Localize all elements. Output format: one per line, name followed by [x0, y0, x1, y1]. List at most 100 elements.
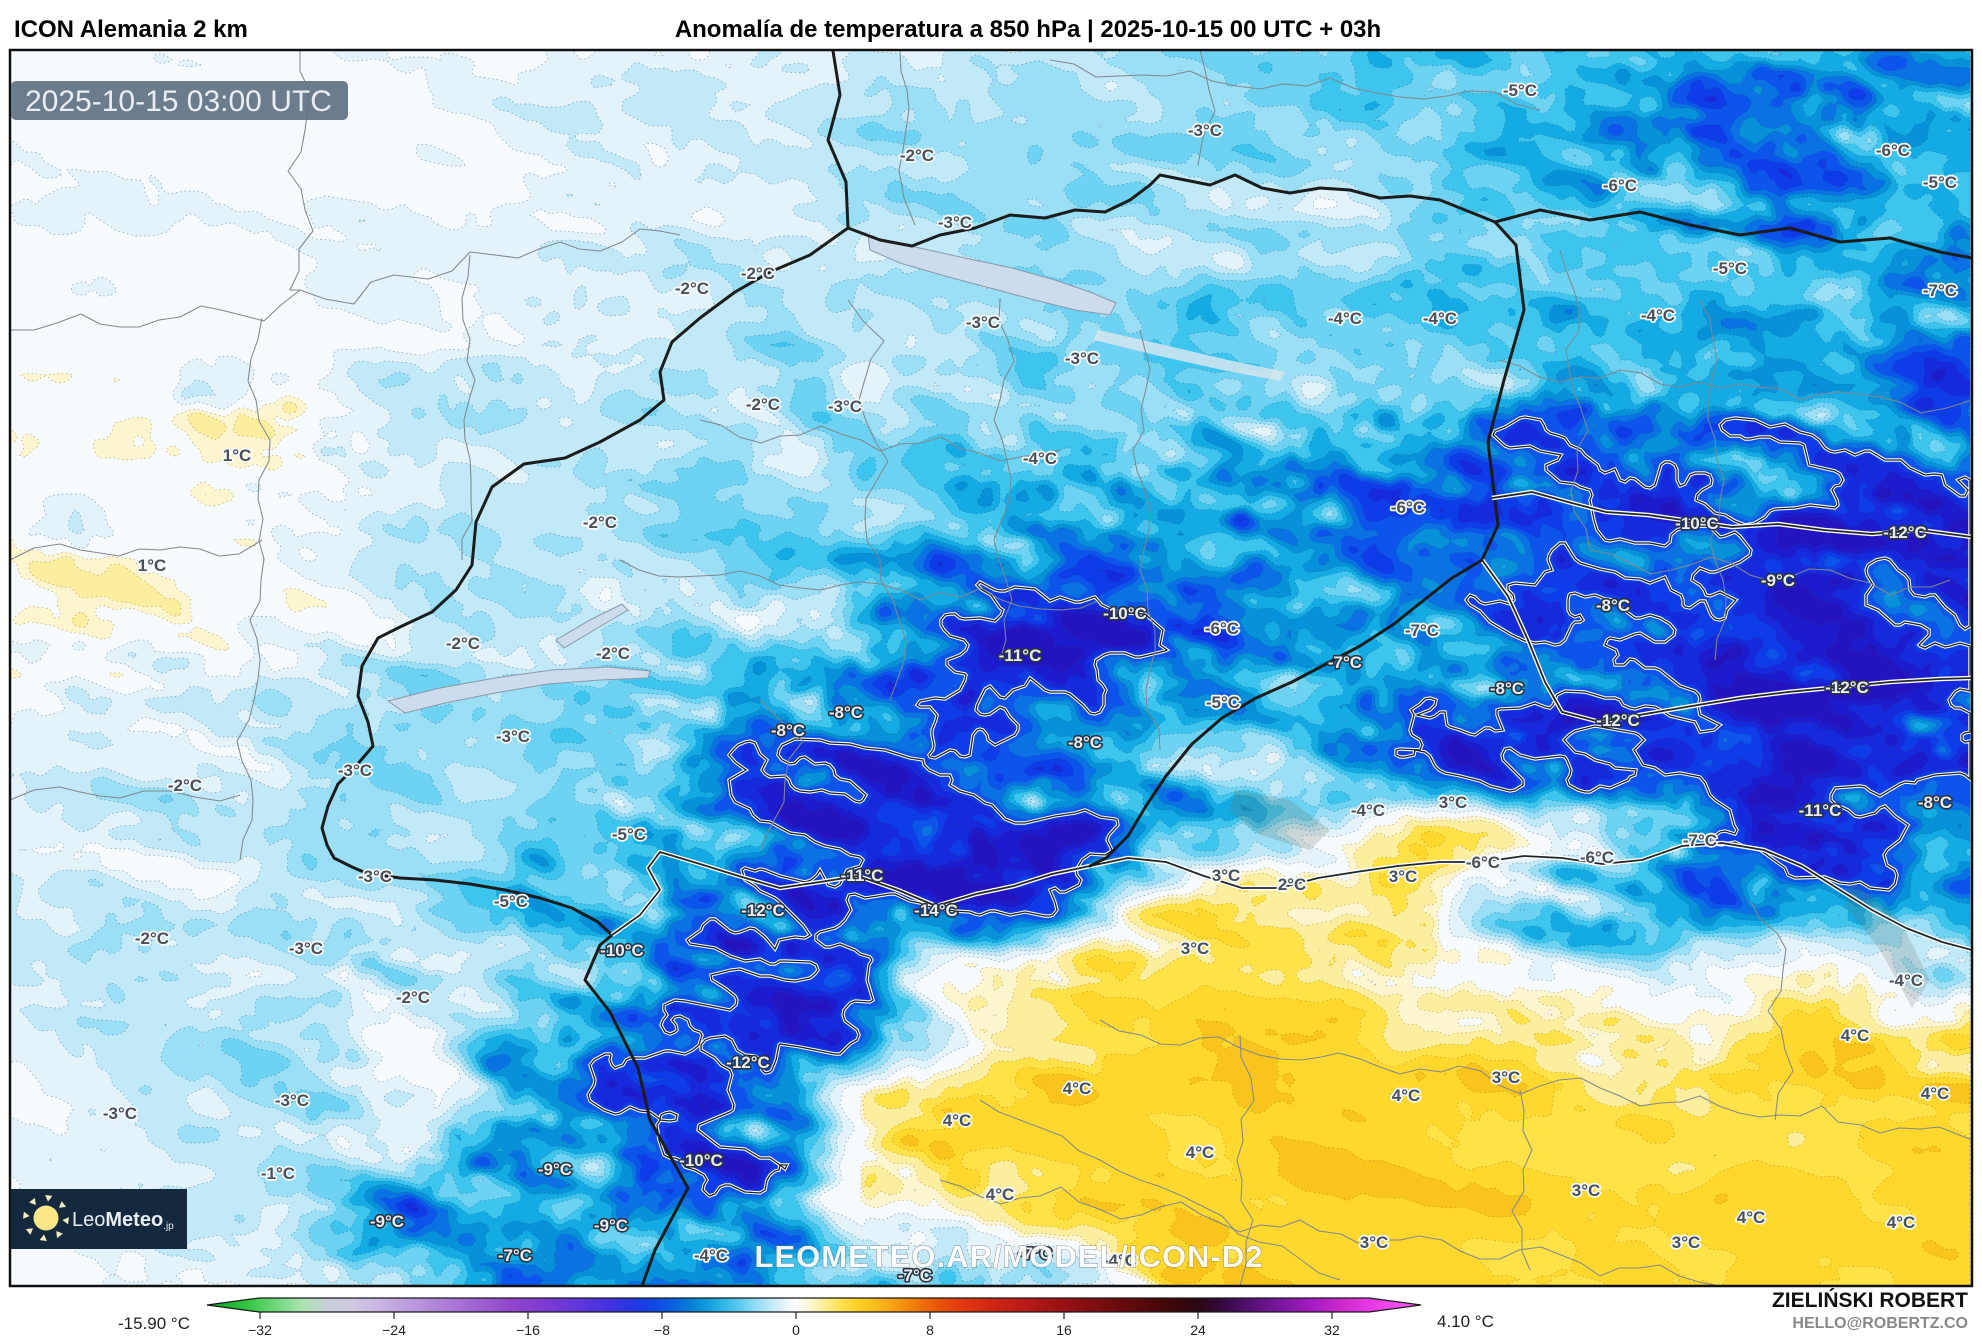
svg-text:-15.90 °C: -15.90 °C — [118, 1314, 190, 1333]
svg-text:4°C: 4°C — [1186, 1143, 1215, 1162]
svg-text:4°C: 4°C — [943, 1111, 972, 1130]
svg-text:-4°C: -4°C — [1328, 309, 1362, 328]
svg-text:-5°C: -5°C — [1923, 173, 1957, 192]
svg-text:-8°C: -8°C — [1596, 596, 1630, 615]
svg-text:3°C: 3°C — [1492, 1068, 1521, 1087]
svg-text:-3°C: -3°C — [289, 939, 323, 958]
svg-text:-2°C: -2°C — [741, 264, 775, 283]
svg-text:-7°C: -7°C — [498, 1246, 532, 1265]
svg-text:-3°C: -3°C — [338, 761, 372, 780]
svg-text:4°C: 4°C — [1737, 1208, 1766, 1227]
svg-text:-7°C: -7°C — [1683, 831, 1717, 850]
svg-text:24: 24 — [1190, 1322, 1206, 1338]
svg-text:-3°C: -3°C — [358, 867, 392, 886]
svg-text:-7°C: -7°C — [1018, 1244, 1052, 1263]
svg-text:-3°C: -3°C — [828, 397, 862, 416]
svg-text:-8°C: -8°C — [1490, 679, 1524, 698]
svg-text:4°C: 4°C — [1887, 1213, 1916, 1232]
svg-text:-2°C: -2°C — [396, 988, 430, 1007]
svg-text:-8°C: -8°C — [829, 703, 863, 722]
svg-text:-9°C: -9°C — [594, 1216, 628, 1235]
svg-text:-11°C: -11°C — [841, 866, 884, 885]
svg-text:-3°C: -3°C — [966, 313, 1000, 332]
svg-text:-9°C: -9°C — [1761, 571, 1795, 590]
svg-text:-5°C: -5°C — [1713, 259, 1747, 278]
svg-text:-11°C: -11°C — [999, 646, 1042, 665]
svg-text:-10°C: -10°C — [1675, 514, 1719, 533]
svg-text:-1°C: -1°C — [261, 1164, 295, 1183]
svg-text:-2°C: -2°C — [583, 513, 617, 532]
svg-text:-8°C: -8°C — [771, 721, 805, 740]
svg-text:-3°C: -3°C — [938, 213, 972, 232]
svg-text:-4°C: -4°C — [1423, 309, 1457, 328]
svg-text:-10°C: -10°C — [1103, 604, 1147, 623]
svg-text:-2°C: -2°C — [596, 644, 630, 663]
svg-text:-5°C: -5°C — [494, 892, 528, 911]
svg-text:HELLO@ROBERTZ.CO: HELLO@ROBERTZ.CO — [1792, 1315, 1968, 1332]
svg-text:−8: −8 — [654, 1322, 670, 1338]
svg-text:-10°C: -10°C — [600, 941, 644, 960]
svg-text:-4°C: -4°C — [1023, 449, 1057, 468]
svg-text:-7°C: -7°C — [898, 1266, 932, 1285]
svg-text:-11°C: -11°C — [1799, 801, 1842, 820]
svg-text:Anomalía de temperatura a 850: Anomalía de temperatura a 850 hPa | 2025… — [675, 16, 1381, 43]
svg-text:4°C: 4°C — [1841, 1026, 1870, 1045]
svg-text:-3°C: -3°C — [275, 1091, 309, 1110]
svg-text:-7°C: -7°C — [1328, 653, 1362, 672]
svg-text:3°C: 3°C — [1181, 939, 1210, 958]
svg-text:-4°C: -4°C — [1641, 306, 1675, 325]
svg-text:-8°C: -8°C — [1068, 733, 1102, 752]
svg-text:1°C: 1°C — [138, 556, 167, 575]
svg-text:0: 0 — [792, 1322, 800, 1338]
svg-text:−32: −32 — [248, 1322, 272, 1338]
svg-text:3°C: 3°C — [1212, 866, 1241, 885]
svg-text:-6°C: -6°C — [1876, 141, 1910, 160]
svg-text:-2°C: -2°C — [675, 279, 709, 298]
svg-text:32: 32 — [1324, 1322, 1340, 1338]
svg-text:16: 16 — [1056, 1322, 1072, 1338]
svg-text:4°C: 4°C — [1063, 1079, 1092, 1098]
svg-text:-4°C: -4°C — [694, 1246, 728, 1265]
svg-text:-8°C: -8°C — [1918, 793, 1952, 812]
svg-text:-5°C: -5°C — [612, 825, 646, 844]
svg-text:2025-10-15 03:00 UTC: 2025-10-15 03:00 UTC — [25, 85, 332, 118]
svg-text:-6°C: -6°C — [1391, 498, 1425, 517]
svg-text:-4°C: -4°C — [1889, 971, 1923, 990]
svg-text:-6°C: -6°C — [1205, 619, 1239, 638]
svg-text:-6°C: -6°C — [1603, 176, 1637, 195]
svg-text:-2°C: -2°C — [135, 929, 169, 948]
svg-text:-12°C: -12°C — [1596, 711, 1640, 730]
svg-text:-3°C: -3°C — [103, 1104, 137, 1123]
svg-text:3°C: 3°C — [1572, 1181, 1601, 1200]
svg-text:-9°C: -9°C — [538, 1160, 572, 1179]
svg-text:-2°C: -2°C — [168, 776, 202, 795]
svg-text:-12°C: -12°C — [726, 1053, 770, 1072]
svg-text:3°C: 3°C — [1439, 793, 1468, 812]
svg-text:ICON Alemania 2 km: ICON Alemania 2 km — [14, 16, 248, 43]
svg-text:-12°C: -12°C — [741, 901, 785, 920]
svg-text:−16: −16 — [516, 1322, 540, 1338]
svg-text:3°C: 3°C — [1360, 1233, 1389, 1252]
svg-text:-2°C: -2°C — [900, 146, 934, 165]
svg-text:LeoMeteo.jp: LeoMeteo.jp — [72, 1209, 174, 1232]
svg-text:-2°C: -2°C — [446, 634, 480, 653]
svg-text:LEOMETEO.AR/MODEL/ICON-D2: LEOMETEO.AR/MODEL/ICON-D2 — [755, 1239, 1264, 1274]
svg-text:-14°C: -14°C — [914, 901, 958, 920]
svg-text:2°C: 2°C — [1278, 875, 1307, 894]
svg-text:-6°C: -6°C — [1580, 848, 1614, 867]
svg-text:1°C: 1°C — [223, 446, 252, 465]
svg-text:-2°C: -2°C — [746, 395, 780, 414]
svg-text:-3°C: -3°C — [1065, 349, 1099, 368]
svg-text:-7°C: -7°C — [1405, 621, 1439, 640]
svg-text:ZIELIŃSKI ROBERT: ZIELIŃSKI ROBERT — [1772, 1289, 1968, 1312]
svg-text:-3°C: -3°C — [1188, 121, 1222, 140]
svg-text:-9°C: -9°C — [370, 1212, 404, 1231]
svg-text:-4°C: -4°C — [1351, 801, 1385, 820]
svg-text:4°C: 4°C — [1921, 1084, 1950, 1103]
svg-text:4°C: 4°C — [1392, 1086, 1421, 1105]
svg-text:8: 8 — [926, 1322, 934, 1338]
svg-text:−24: −24 — [382, 1322, 406, 1338]
svg-text:-3°C: -3°C — [496, 727, 530, 746]
svg-text:3°C: 3°C — [1389, 867, 1418, 886]
svg-text:-4°C: -4°C — [1103, 1251, 1137, 1270]
